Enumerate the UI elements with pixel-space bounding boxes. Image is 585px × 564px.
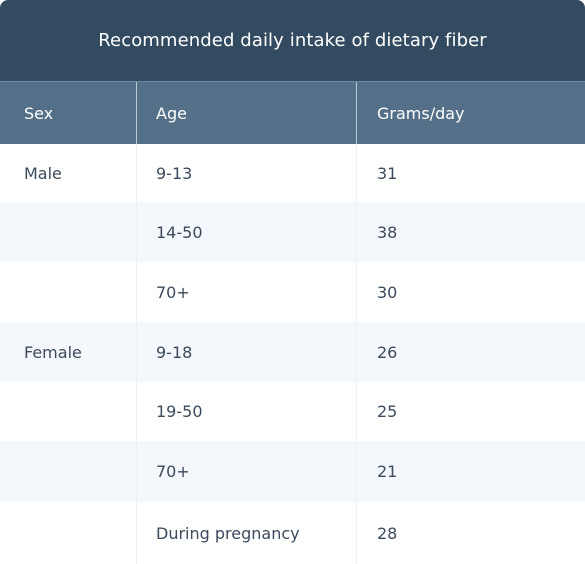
sex-cell	[0, 202, 137, 262]
table-row: 70+ 21	[0, 441, 585, 502]
grams-cell: 26	[377, 342, 398, 362]
grams-cell: 28	[377, 523, 398, 543]
age-cell: During pregnancy	[137, 502, 357, 564]
age-cell: 70+	[137, 441, 357, 502]
table-row: During pregnancy 28	[0, 502, 585, 564]
sex-cell: Male	[0, 144, 137, 202]
sex-cell	[0, 262, 137, 322]
age-cell: 9-13	[137, 144, 357, 202]
table-row: Female 9-18 26	[0, 322, 585, 382]
table-row: 70+ 30	[0, 262, 585, 322]
grams-cell: 21	[377, 462, 398, 481]
age-cell: 19-50	[137, 382, 357, 441]
age-cell: 14-50	[137, 202, 357, 262]
table-row: 19-50 25	[0, 382, 585, 441]
sex-cell: Female	[0, 322, 137, 382]
grams-cell: 38	[377, 222, 398, 242]
grams-cell: 30	[377, 282, 398, 302]
table-row: Male 9-13 31	[0, 144, 585, 202]
table-title: Recommended daily intake of dietary fibe…	[0, 0, 585, 81]
table-header-row: Sex Age Grams/day	[0, 81, 585, 144]
age-cell: 70+	[137, 262, 357, 322]
grams-cell: 25	[377, 402, 398, 421]
grams-cell: 31	[377, 163, 398, 183]
column-header-sex: Sex	[0, 82, 137, 144]
sex-cell	[0, 441, 137, 502]
table-row: 14-50 38	[0, 202, 585, 262]
sex-cell	[0, 382, 137, 441]
column-header-age: Age	[137, 82, 357, 144]
column-header-grams: Grams/day	[377, 103, 465, 123]
sex-cell	[0, 502, 137, 564]
age-cell: 9-18	[137, 322, 357, 382]
